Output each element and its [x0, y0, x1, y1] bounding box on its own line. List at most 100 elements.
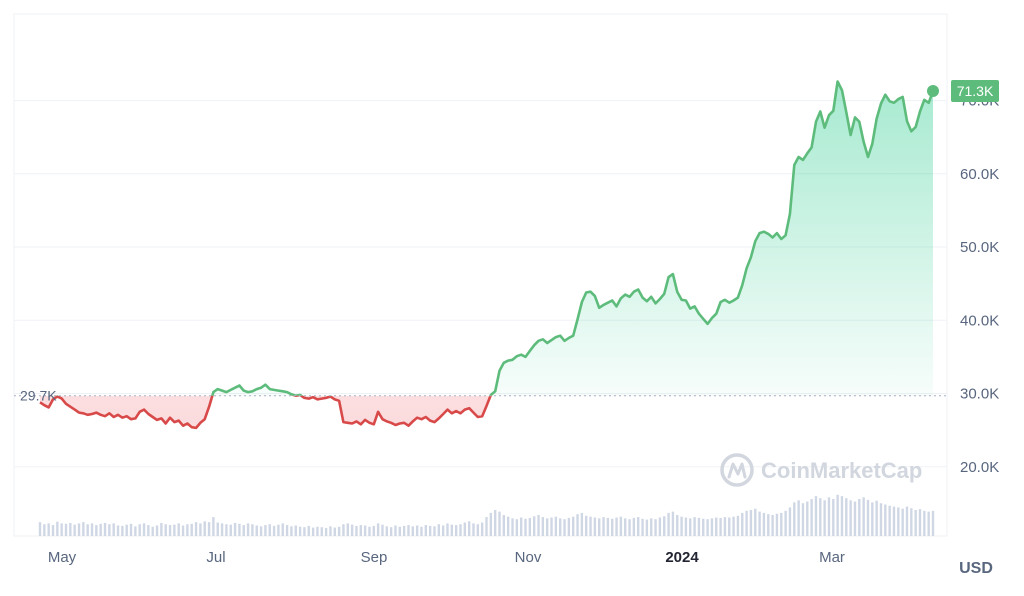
volume-bar	[333, 527, 336, 536]
volume-bar	[77, 523, 81, 536]
volume-bar	[793, 502, 796, 536]
last-price-badge	[951, 80, 999, 103]
last-price-dot	[927, 85, 939, 98]
volume-bar	[624, 518, 627, 536]
volume-bar	[264, 525, 267, 536]
volume-bar	[86, 524, 89, 536]
volume-bar	[402, 525, 406, 536]
volume-bar	[320, 527, 323, 536]
volume-bar	[381, 524, 384, 536]
volume-bar	[797, 500, 800, 536]
volume-bar	[697, 517, 701, 536]
volume-bar	[433, 526, 436, 536]
volume-bar	[376, 523, 380, 536]
volume-bar	[836, 494, 839, 536]
volume-bar	[407, 525, 410, 536]
plot-frame	[13, 13, 948, 537]
volume-bar	[732, 516, 735, 536]
volume-bar	[689, 518, 692, 536]
volume-bar	[155, 525, 159, 536]
last-price-label: 71.3K	[957, 83, 994, 99]
volume-bar	[190, 523, 193, 536]
volume-bar	[116, 525, 120, 536]
volume-bar	[550, 517, 553, 536]
volume-bar	[923, 510, 926, 536]
volume-bar	[38, 522, 42, 536]
volume-bar	[819, 498, 822, 536]
volume-bar	[207, 522, 211, 536]
volume-bar	[754, 508, 757, 536]
coinmarketcap-logo-icon	[720, 453, 754, 487]
volume-bar	[242, 525, 245, 536]
volume-bar	[281, 523, 284, 536]
volume-bar	[884, 504, 887, 536]
x-axis: May Jul Sep Nov 2024 Mar	[48, 549, 845, 566]
volume-bar	[229, 524, 232, 536]
volume-bar	[355, 525, 358, 536]
volume-bar	[775, 513, 779, 536]
y-tick-label: 50.0K	[960, 239, 999, 256]
volume-bar	[684, 517, 688, 536]
volume-bar	[142, 523, 146, 536]
volume-bar	[225, 524, 228, 536]
volume-bar	[411, 526, 414, 536]
x-tick-label: 2024	[665, 549, 699, 566]
volume-bar	[238, 523, 241, 536]
volume-bar	[654, 519, 657, 536]
volume-bar	[845, 498, 848, 536]
volume-bar	[593, 517, 597, 536]
volume-bar	[502, 515, 506, 536]
volume-bar	[563, 519, 566, 536]
volume-bar	[780, 512, 783, 536]
volume-bar	[506, 516, 510, 536]
volume-bar	[108, 524, 111, 536]
y-tick-label: 60.0K	[960, 166, 999, 183]
volume-bar	[871, 502, 874, 536]
volume-bar	[450, 524, 454, 536]
volume-bar	[489, 512, 493, 536]
volume-bar	[901, 508, 904, 536]
volume-bar	[441, 525, 445, 536]
volume-bar	[216, 522, 219, 536]
volume-bar	[866, 499, 870, 536]
volume-bar	[164, 524, 167, 536]
volume-bar	[888, 505, 891, 536]
volume-bar	[480, 522, 484, 536]
currency-unit-label: USD	[959, 560, 993, 577]
volume-bar	[311, 527, 315, 536]
volume-bar	[511, 518, 514, 536]
volume-bar	[147, 525, 150, 536]
volume-bar	[728, 517, 731, 536]
volume-bar	[598, 518, 601, 536]
volume-bar	[420, 526, 423, 536]
volume-bar	[650, 518, 653, 536]
coinmarketcap-logo-mark	[727, 462, 747, 479]
volume-bar	[532, 516, 536, 536]
volume-bar	[90, 523, 94, 536]
volume-bar	[710, 518, 714, 536]
volume-bar	[125, 524, 128, 536]
volume-bar	[554, 516, 558, 536]
volume-bar	[251, 524, 254, 536]
volume-bar	[827, 497, 831, 536]
volume-bar	[559, 518, 562, 536]
volume-bar	[745, 510, 748, 536]
volume-bar	[168, 525, 172, 536]
volume-bar	[667, 512, 670, 536]
volume-bar	[389, 527, 393, 536]
volume-bar	[589, 516, 592, 536]
volume-bar	[324, 528, 328, 536]
volume-bar	[671, 511, 675, 536]
volume-bar	[177, 523, 180, 536]
volume-bar	[298, 526, 302, 536]
volume-bar	[415, 525, 419, 536]
volume-bar	[905, 506, 909, 536]
volume-bar	[927, 511, 930, 536]
volume-bar	[693, 517, 696, 536]
volume-bar	[151, 526, 154, 536]
volume-bar	[47, 523, 50, 536]
volume-bar	[862, 497, 865, 536]
volume-bar	[372, 525, 375, 536]
volume-bar	[307, 525, 310, 536]
